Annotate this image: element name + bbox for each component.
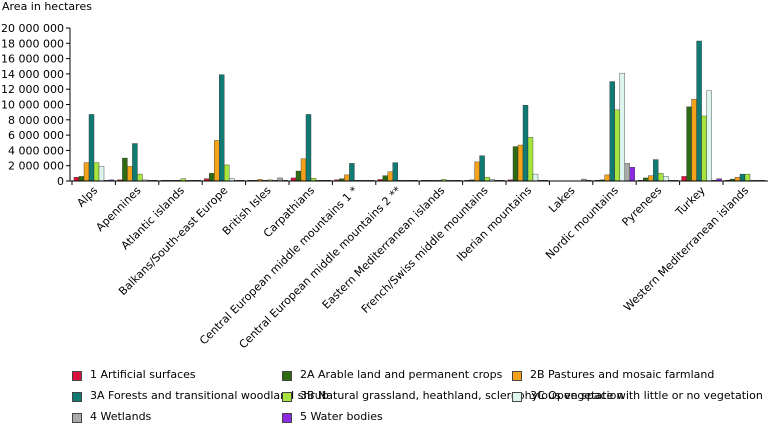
y-tick-label: 4 000 000 [8,144,64,157]
bar [609,81,615,182]
bar [300,158,307,182]
x-tick-label: Central European middle mountains 2 ** [237,184,405,352]
bar [98,166,105,182]
bar [614,109,620,182]
bar [653,159,659,182]
y-tick-label: 10 000 000 [1,99,64,112]
bar [305,114,312,182]
bar [127,166,133,182]
bar [512,146,519,182]
bar [479,155,485,182]
bar [532,173,539,182]
x-tick-label: Nordic mountains [543,184,621,262]
legend-swatch [512,371,522,381]
bar [701,115,707,182]
bar [739,173,746,182]
legend-swatch [282,392,292,402]
legend-swatch [282,371,292,381]
legend-swatch [72,371,82,381]
legend-label: 4 Wetlands [90,410,152,423]
bar [213,140,220,182]
bar [619,72,625,182]
legend-swatch [282,413,292,423]
bar [686,106,692,182]
x-tick-label: Lakes [546,184,578,216]
bar [382,175,388,182]
y-tick-label: 0 [57,175,64,188]
legend-label: 5 Water bodies [300,410,383,423]
bar [83,162,90,182]
bar [484,176,490,182]
x-tick-label: Turkey [672,184,708,220]
bar [648,175,654,182]
bar [474,161,480,182]
bar [93,162,100,182]
bar [604,174,610,182]
bar [658,173,664,182]
bar [629,167,635,182]
bar [522,105,529,182]
bar [223,164,230,182]
legend-label: 3B Natural grassland, heathland, sclerop… [300,389,624,402]
bar [349,163,355,182]
bar [132,143,138,182]
x-tick-label: Iberian mountains [454,184,534,264]
legend-swatch [72,413,82,423]
legend-label: 1 Artificial surfaces [90,368,196,381]
bar [218,74,225,182]
bar [624,163,630,182]
bar [706,90,712,182]
y-tick-label: 16 000 000 [1,53,64,66]
y-tick-label: 20 000 000 [1,22,64,35]
bar [73,176,80,182]
x-tick-label: Pyrenees [619,184,664,229]
bar [663,176,669,182]
bar [392,162,398,182]
legend-label: 3A Forests and transitional woodland shr… [90,389,329,402]
bar [78,176,85,182]
y-tick-label: 12 000 000 [1,83,64,96]
bar [696,40,702,182]
bar [295,170,302,182]
y-tick-label: 2 000 000 [8,160,64,173]
y-tick-label: 14 000 000 [1,68,64,81]
bar [527,137,534,182]
legend-label: 2B Pastures and mosaic farmland [530,368,715,381]
bar [208,173,215,182]
x-tick-label: Alps [74,184,100,210]
bar [517,144,524,182]
bar [691,98,697,182]
legend-swatch [512,392,522,402]
y-tick-label: 18 000 000 [1,37,64,50]
bar [344,174,350,182]
bar [88,114,95,182]
x-tick-label: Central European middle mountains 1 * [197,184,361,348]
bar [734,176,741,182]
legend-label: 3C Open space with little or no vegetati… [530,389,763,402]
legend-label: 2A Arable land and permanent crops [300,368,503,381]
y-tick-label: 8 000 000 [8,114,64,127]
legend-swatch [72,392,82,402]
bar [137,173,143,182]
bar [681,176,687,182]
y-axis-title: Area in hectares [2,0,92,13]
bar [122,157,128,182]
y-tick-label: 6 000 000 [8,129,64,142]
bar [387,171,393,182]
bar [744,173,751,182]
